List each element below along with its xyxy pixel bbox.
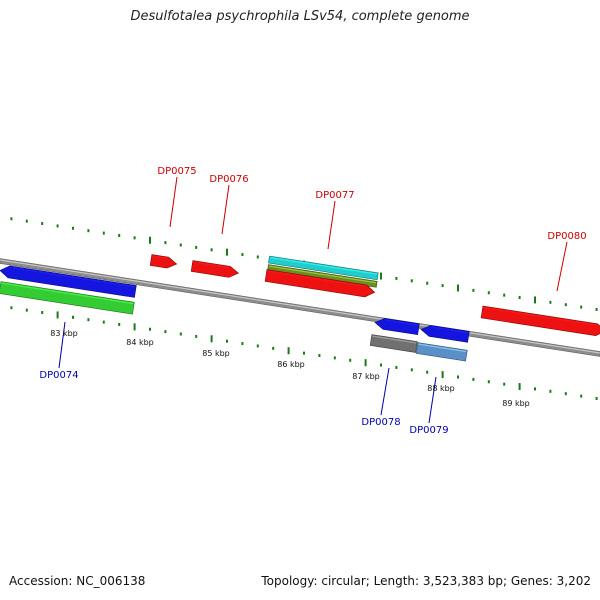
ruler-label-87-kbp: 87 kbp — [352, 372, 380, 381]
gene-feature-dp0075-gene — [149, 254, 178, 269]
ruler-label-89-kbp: 89 kbp — [502, 399, 530, 408]
map-title: Desulfotalea psychrophila LSv54, complet… — [130, 9, 470, 24]
genome-summary-text: Topology: circular; Length: 3,523,383 bp… — [261, 574, 591, 588]
ruler-label-83-kbp: 83 kbp — [50, 329, 78, 338]
inner-tick-ruler — [10, 306, 598, 400]
gene-feature-dp0078-cds — [369, 334, 418, 353]
gene-label-dp0074: DP0074 — [39, 370, 78, 381]
gene-label-dp0080: DP0080 — [547, 231, 586, 242]
gene-features — [0, 254, 600, 362]
gene-feature-dp0079-cds — [415, 342, 468, 362]
gene-feature-dp0074-gene — [0, 265, 137, 298]
leader-line-dp0078 — [380, 367, 390, 416]
ruler-labels: 83 kbp 84 kbp 85 kbp 86 kbp 87 kbp 88 kbp 89 k… — [50, 329, 530, 408]
ruler-label-85-kbp: 85 kbp — [202, 349, 230, 358]
accession-text: Accession: NC_006138 — [9, 574, 146, 588]
gene-feature-dp0077-misc — [267, 264, 378, 288]
gene-labels: DP0074 DP0075 DP0076 DP0077 DP0078 DP0079 DP00… — [39, 166, 586, 436]
leader-line-dp0079 — [428, 376, 437, 424]
gene-label-dp0075: DP0075 — [157, 166, 196, 177]
backbone-highlight — [0, 259, 600, 354]
gene-feature-dp0079-gene — [420, 325, 470, 343]
gene-feature-dp0078-gene — [374, 318, 420, 336]
ruler-label-86-kbp: 86 kbp — [277, 360, 305, 369]
gene-label-dp0076: DP0076 — [209, 174, 248, 185]
gene-label-dp0077: DP0077 — [315, 190, 354, 201]
ruler-label-84-kbp: 84 kbp — [126, 338, 154, 347]
gene-feature-dp0077-gene — [264, 269, 376, 298]
gene-label-dp0079: DP0079 — [409, 425, 448, 436]
leader-line-dp0076 — [221, 184, 230, 235]
label-leader-lines — [58, 176, 568, 424]
leader-line-dp0080 — [556, 241, 568, 292]
leader-line-dp0075 — [169, 176, 178, 228]
leader-line-dp0077 — [327, 200, 336, 250]
gene-feature-dp0077-trna — [268, 255, 379, 281]
gene-feature-dp0074-cds — [0, 281, 135, 315]
gene-feature-dp0080-gene — [480, 305, 600, 337]
gene-label-dp0078: DP0078 — [361, 417, 400, 428]
leader-line-dp0074 — [58, 321, 66, 369]
gene-feature-dp0076-gene — [190, 260, 240, 278]
ruler-label-88-kbp: 88 kbp — [427, 384, 455, 393]
